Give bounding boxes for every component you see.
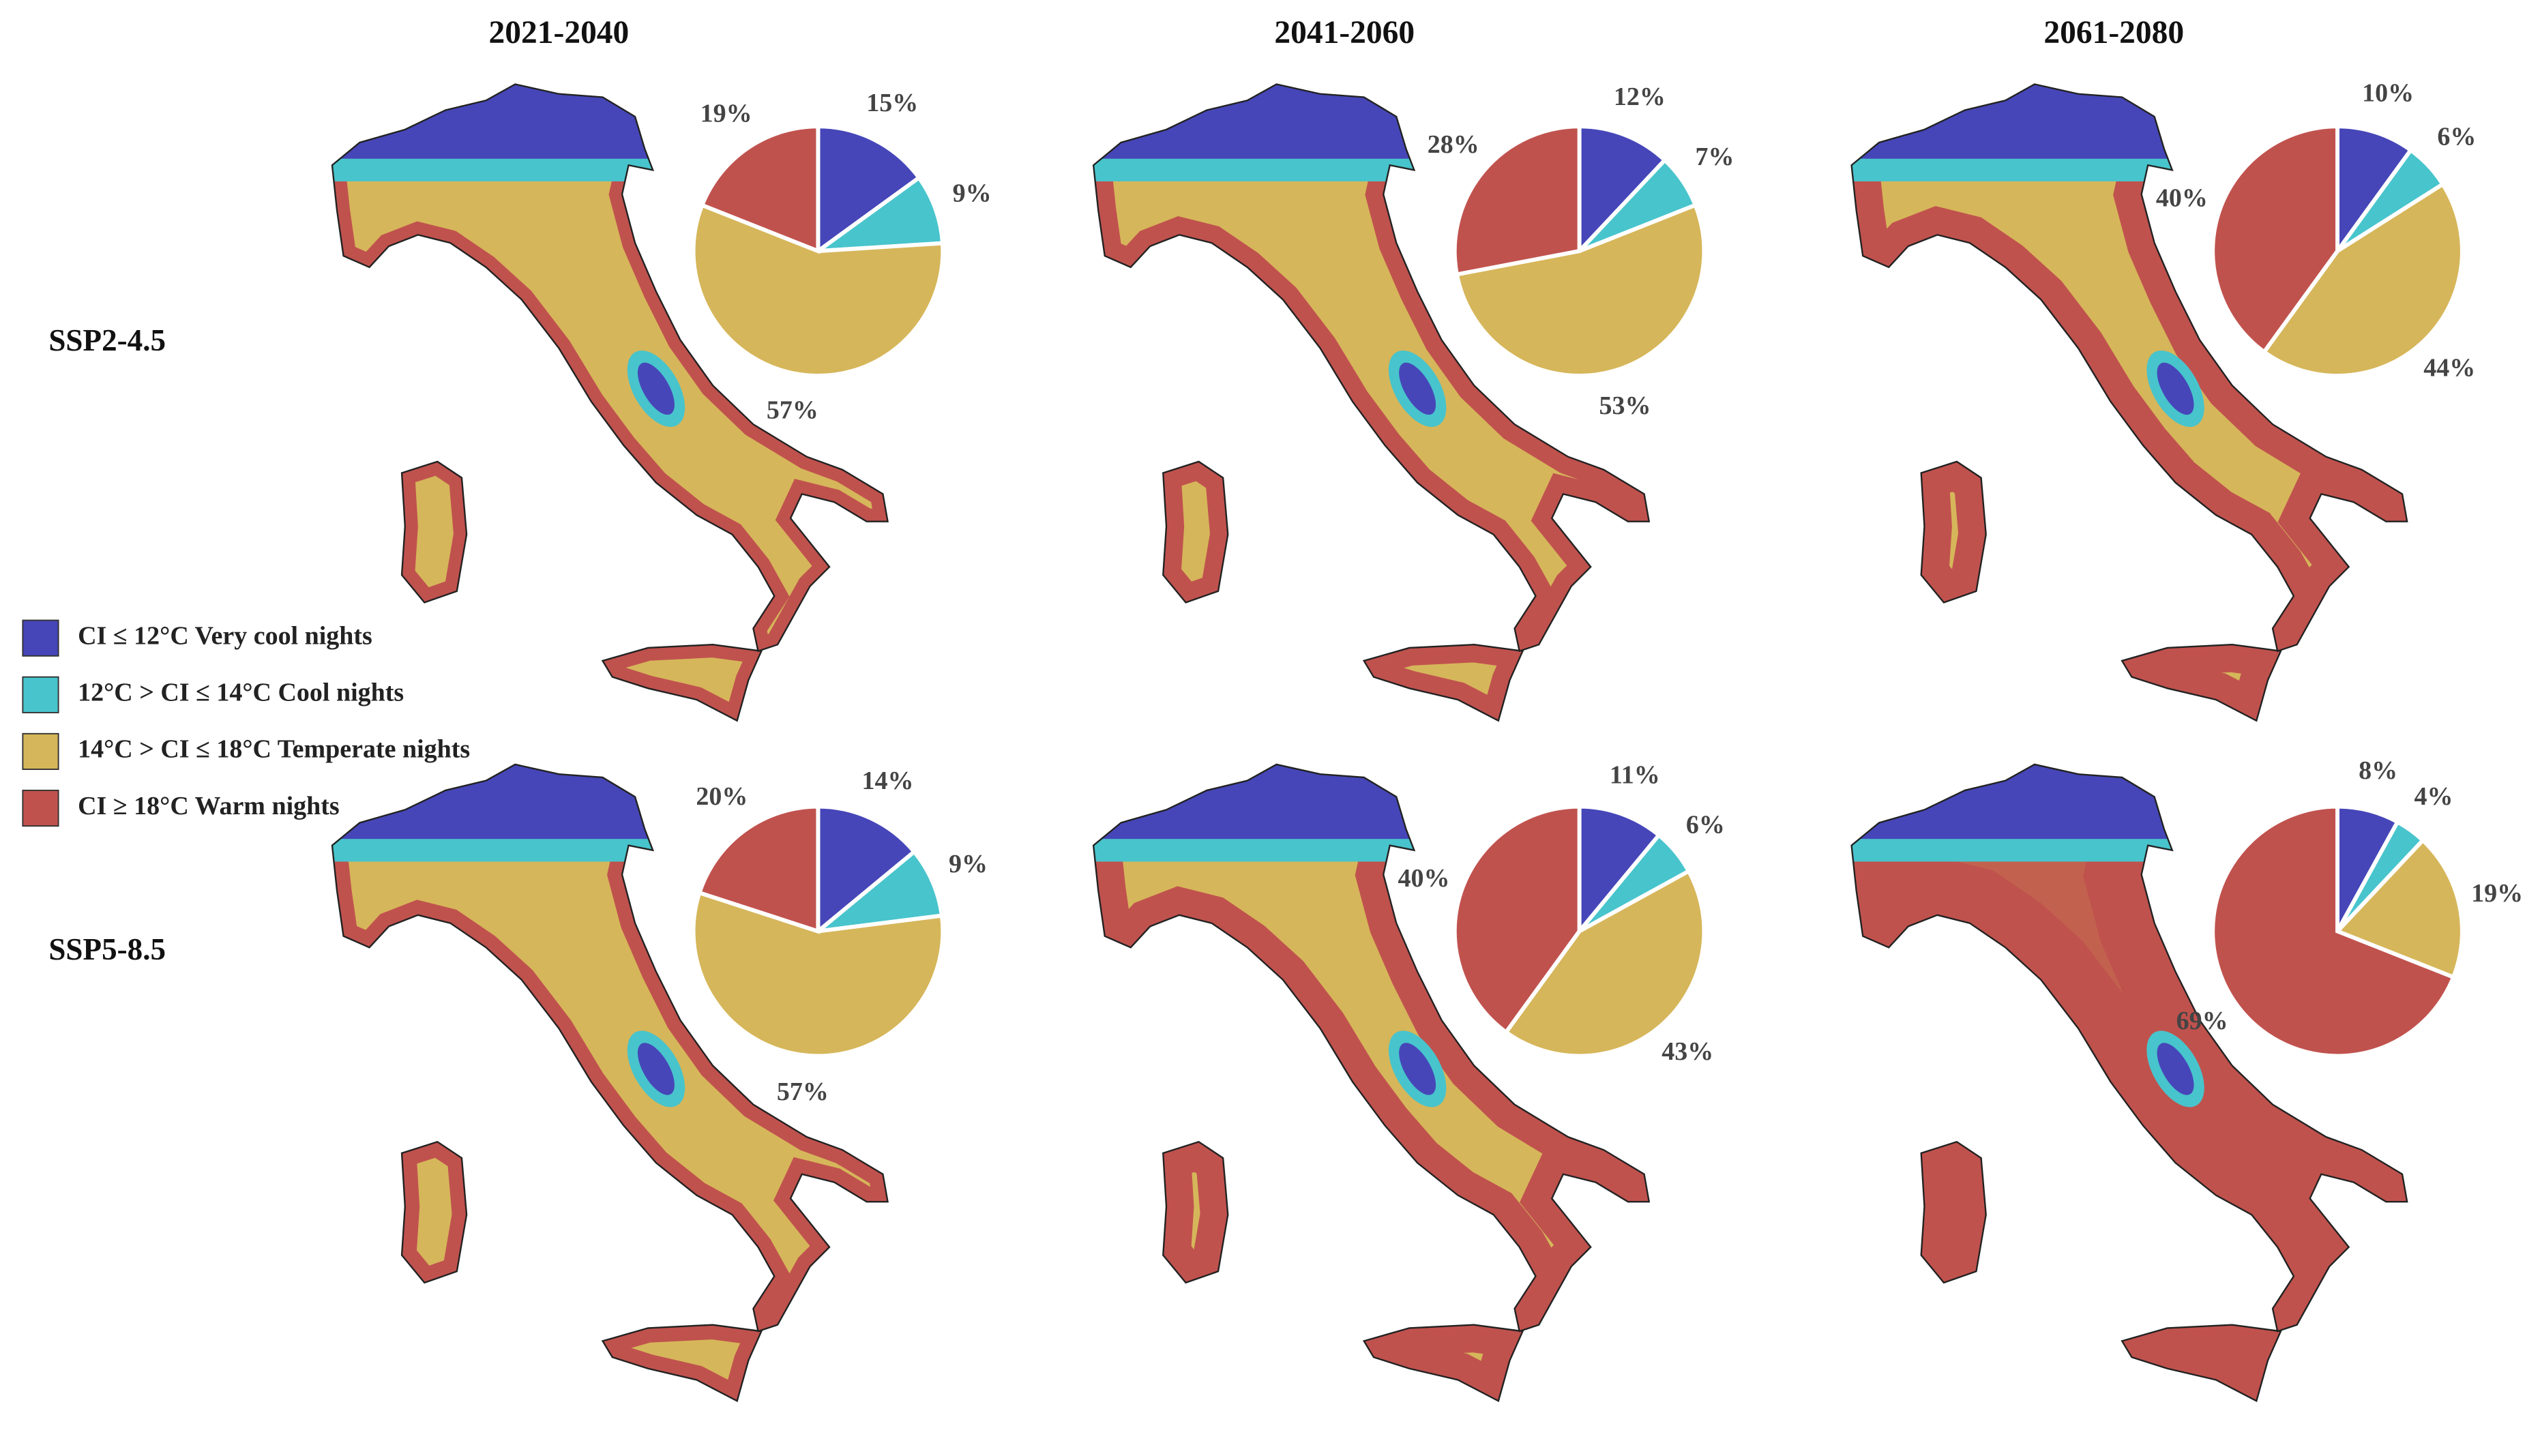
pie-value-label: 69%: [2176, 1007, 2228, 1035]
column-title: 2061-2080: [2043, 15, 2184, 50]
pie-value-label: 4%: [2415, 782, 2453, 811]
legend-swatch: [22, 619, 59, 657]
pie-value-label: 11%: [1610, 761, 1660, 790]
pie-value-label: 8%: [2359, 756, 2397, 785]
pie-value-label: 40%: [1398, 864, 1449, 893]
very-cool-zone: [2157, 362, 2194, 415]
very-cool-zone: [637, 362, 675, 415]
very-cool-zone: [637, 1043, 675, 1095]
pie-value-label: 43%: [1662, 1037, 1713, 1066]
very-cool-zone: [331, 84, 673, 159]
warm-zone: [1364, 1325, 1523, 1401]
pie-slice: [1503, 868, 1707, 1058]
very-cool-zone: [1851, 84, 2192, 159]
very-cool-zone: [2157, 1043, 2194, 1095]
very-cool-zone: [1851, 764, 2192, 840]
legend-swatch: [22, 789, 59, 827]
pie-slice: [811, 848, 945, 934]
pie-slice: [691, 202, 945, 378]
pie-slice: [1454, 202, 1707, 378]
very-cool-zone: [1399, 1043, 1436, 1095]
warm-zone: [1364, 644, 1523, 721]
pie-value-label: 15%: [866, 89, 918, 117]
pie-slice: [691, 890, 945, 1058]
very-cool-zone: [1399, 362, 1436, 415]
row-label: SSP5-8.5: [48, 932, 166, 966]
pie-value-label: 44%: [2423, 354, 2475, 383]
pie-value-label: 57%: [767, 396, 818, 425]
pie-slice: [816, 804, 917, 936]
pie-value-label: 6%: [1686, 810, 1725, 839]
column-title: 2041-2060: [1274, 15, 1415, 50]
legend-swatch: [22, 732, 59, 771]
pie-value-label: 53%: [1599, 391, 1651, 420]
pie-value-label: 7%: [1695, 143, 1734, 171]
pie-slice: [1452, 804, 1582, 1035]
pie-value-label: 12%: [1614, 83, 1666, 111]
pie-slice: [2261, 181, 2464, 378]
pie-value-label: 20%: [696, 782, 748, 811]
pie-slice: [1452, 124, 1582, 277]
pie-value-label: 28%: [1428, 130, 1479, 159]
pie-slice: [2211, 124, 2340, 355]
pie-value-label: 19%: [700, 99, 752, 128]
pie-slice: [816, 124, 922, 255]
legend-label: CI ≥ 18°C Warm nights: [78, 792, 340, 820]
pie-slice: [811, 175, 945, 254]
pie-value-label: 10%: [2362, 79, 2414, 108]
column-title: 2021-2040: [489, 15, 630, 50]
pie-slice: [2335, 124, 2414, 258]
pie-value-label: 19%: [2471, 879, 2523, 908]
warm-zone: [2122, 644, 2281, 721]
pie-value-label: 6%: [2437, 123, 2476, 151]
row-label: SSP2-4.5: [48, 323, 166, 357]
pie-slice: [696, 804, 821, 934]
pie-slice: [699, 124, 821, 254]
very-cool-zone: [1093, 84, 1434, 159]
legend-swatch: [22, 676, 59, 713]
pie-value-label: 9%: [953, 179, 992, 208]
pie-value-label: 9%: [949, 850, 988, 878]
warm-zone: [603, 1325, 762, 1401]
pie-value-label: 57%: [777, 1078, 829, 1106]
very-cool-zone: [1093, 764, 1434, 840]
legend-label: 12°C > CI ≤ 14°C Cool nights: [78, 679, 404, 707]
pie-value-label: 14%: [862, 767, 914, 795]
pie-slice: [1577, 804, 1662, 937]
legend-label: 14°C > CI ≤ 18°C Temperate nights: [78, 735, 470, 764]
pie-slice: [2211, 804, 2456, 1058]
legend-label: CI ≤ 12°C Very cool nights: [78, 621, 372, 650]
pie-slice: [1577, 124, 1668, 256]
pie-value-label: 40%: [2156, 184, 2208, 213]
